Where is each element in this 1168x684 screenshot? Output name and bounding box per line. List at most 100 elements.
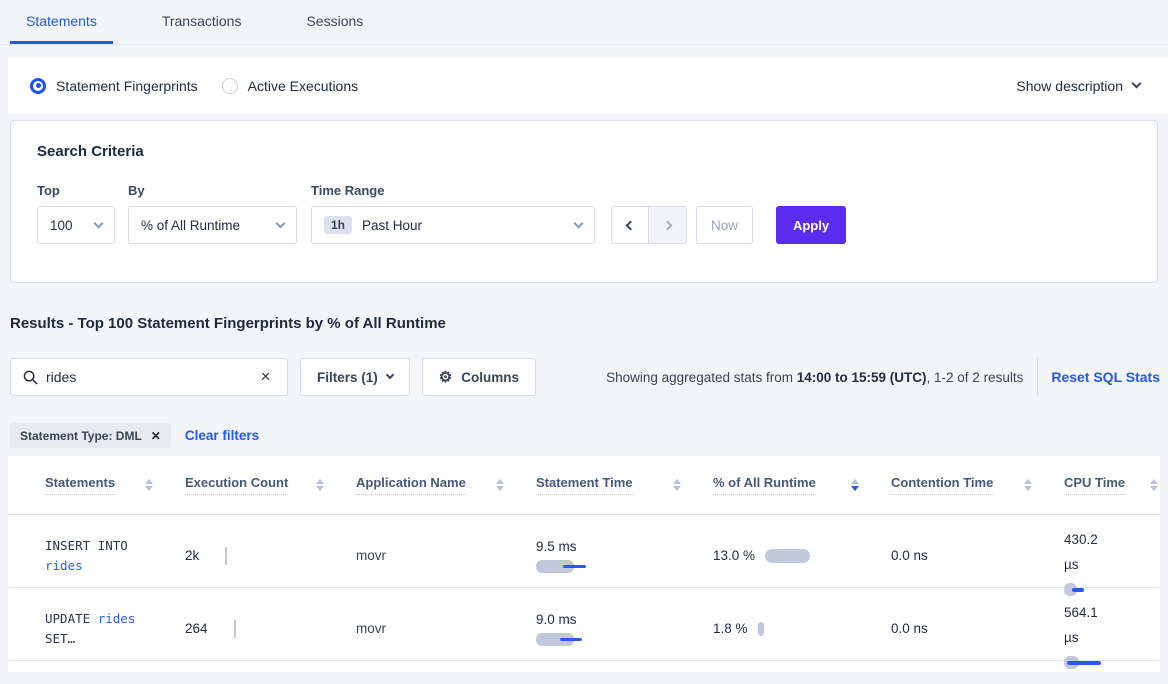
radio-selected-icon[interactable] [30,77,46,94]
runtime-pct-bar [765,548,811,563]
execution-count-bar [225,546,228,565]
top-field: Top 100 [37,183,115,244]
execution-count-cell: 2k [185,546,356,565]
time-window-arrows [611,206,687,244]
chevron-left-icon [625,220,635,230]
remove-filter-icon[interactable]: ✕ [150,428,161,443]
statement-fingerprint-cell: INSERT INTO rides [45,537,128,573]
aggregated-stats-text: Showing aggregated stats from 14:00 to 1… [606,369,1024,385]
column-header-statements[interactable]: Statements [45,475,185,495]
now-button[interactable]: Now [696,206,753,244]
sort-icon[interactable] [316,479,324,491]
by-select[interactable]: % of All Runtime [128,206,297,244]
search-box[interactable]: ✕ [10,358,288,396]
radio-label: Active Executions [247,77,359,94]
columns-button[interactable]: ⚙ Columns [421,358,536,396]
sort-icon[interactable] [1150,479,1158,491]
next-time-window-button[interactable] [649,206,687,244]
divider [1037,358,1039,396]
column-header-contention-time[interactable]: Contention Time [891,475,1064,495]
application-name-cell: movr [356,621,386,636]
column-header-application-name[interactable]: Application Name [356,475,536,495]
search-icon [23,370,38,385]
radio-statement-fingerprints[interactable]: Statement Fingerprints [30,77,198,94]
cpu-time-bar [1064,656,1114,669]
radio-active-executions[interactable]: Active Executions [221,77,359,94]
sort-icon[interactable] [145,479,153,491]
tab-transactions[interactable]: Transactions [161,13,242,29]
chevron-down-icon [573,218,584,228]
top-label: Top [37,183,60,198]
sort-icon-active-desc[interactable] [851,479,859,491]
search-input[interactable] [46,369,257,385]
table-row[interactable]: INSERT INTO rides 2k movr 9.5 ms 13.0 % … [8,515,1160,596]
column-header-execution-count[interactable]: Execution Count [185,475,356,495]
by-field: By % of All Runtime [128,183,297,244]
view-mode-strip: Statement Fingerprints Active Executions… [8,57,1168,114]
application-name-cell: movr [356,548,386,563]
results-controls-row: ✕ Filters (1) ⚙ Columns Showing aggregat… [10,358,1160,396]
statement-time-bar [536,632,596,646]
time-range-label: Time Range [311,183,385,198]
columns-label: Columns [461,369,519,385]
by-select-value: % of All Runtime [141,217,241,233]
radio-unselected-icon[interactable] [221,77,238,94]
clear-search-icon[interactable]: ✕ [260,369,271,384]
statements-table: Statements Execution Count Application N… [8,456,1160,672]
statement-link[interactable]: rides [45,557,83,573]
filter-chip-statement-type[interactable]: Statement Type: DML ✕ [10,423,171,448]
apply-button[interactable]: Apply [776,206,846,244]
contention-time-cell: 0.0 ns [891,621,928,636]
runtime-pct-bar [757,621,764,636]
time-range-field: Time Range 1h Past Hour [311,183,595,244]
column-header-statement-time[interactable]: Statement Time [536,475,713,495]
statement-time-cell: 9.0 ms [536,612,713,646]
previous-time-window-button[interactable] [611,206,649,244]
chevron-down-icon [385,370,395,380]
filter-chip-label: Statement Type: DML [20,428,142,443]
tab-statements[interactable]: Statements [10,1,113,44]
statement-link[interactable]: rides [97,610,136,626]
filters-button[interactable]: Filters (1) [300,358,410,396]
show-description-label: Show description [1016,77,1123,94]
clear-filters-link[interactable]: Clear filters [184,428,260,443]
time-range-value: Past Hour [362,217,423,233]
reset-sql-stats-link[interactable]: Reset SQL Stats [1051,369,1160,385]
stats-time-range: 14:00 to 15:59 (UTC) [796,369,927,385]
execution-count-bar [233,619,236,638]
contention-time-cell: 0.0 ns [891,548,928,563]
chevron-down-icon [275,218,286,228]
table-row[interactable]: UPDATE rides SET… 264 movr 9.0 ms 1.8 % … [8,588,1160,669]
time-range-badge: 1h [324,216,353,234]
chevron-down-icon [93,218,104,228]
top-select[interactable]: 100 [37,206,115,244]
column-header-cpu-time[interactable]: CPU Time [1064,475,1160,495]
filters-label: Filters (1) [317,369,378,385]
execution-count-cell: 264 [185,619,356,638]
statement-fingerprint-cell: UPDATE rides SET… [45,610,136,646]
results-heading: Results - Top 100 Statement Fingerprints… [10,315,446,332]
cpu-time-cell: 430.2 µs [1064,515,1160,596]
tab-sessions[interactable]: Sessions [306,13,364,29]
sort-icon[interactable] [496,479,504,491]
search-criteria-form: Top 100 By % of All Runtime Time Range 1… [37,183,1131,244]
cpu-time-cell: 564.1 µs [1064,588,1160,669]
table-header-row: Statements Execution Count Application N… [8,456,1160,515]
search-criteria-panel: Search Criteria Top 100 By % of All Runt… [10,120,1158,283]
statement-time-bar [536,559,596,573]
chevron-down-icon [1131,78,1142,89]
search-criteria-title: Search Criteria [37,143,144,160]
column-header-pct-all-runtime[interactable]: % of All Runtime [713,475,891,495]
time-range-select[interactable]: 1h Past Hour [311,206,595,244]
sort-icon[interactable] [673,479,681,491]
runtime-pct-cell: 13.0 % [713,545,891,566]
statement-time-cell: 9.5 ms [536,539,713,573]
cpu-time-bar [1064,583,1114,596]
active-filters-row: Statement Type: DML ✕ Clear filters [10,423,259,448]
runtime-pct-cell: 1.8 % [713,618,891,639]
by-label: By [128,183,145,198]
gear-icon: ⚙ [438,369,453,386]
show-description-toggle[interactable]: Show description [1016,77,1142,94]
sort-icon[interactable] [1024,479,1032,491]
